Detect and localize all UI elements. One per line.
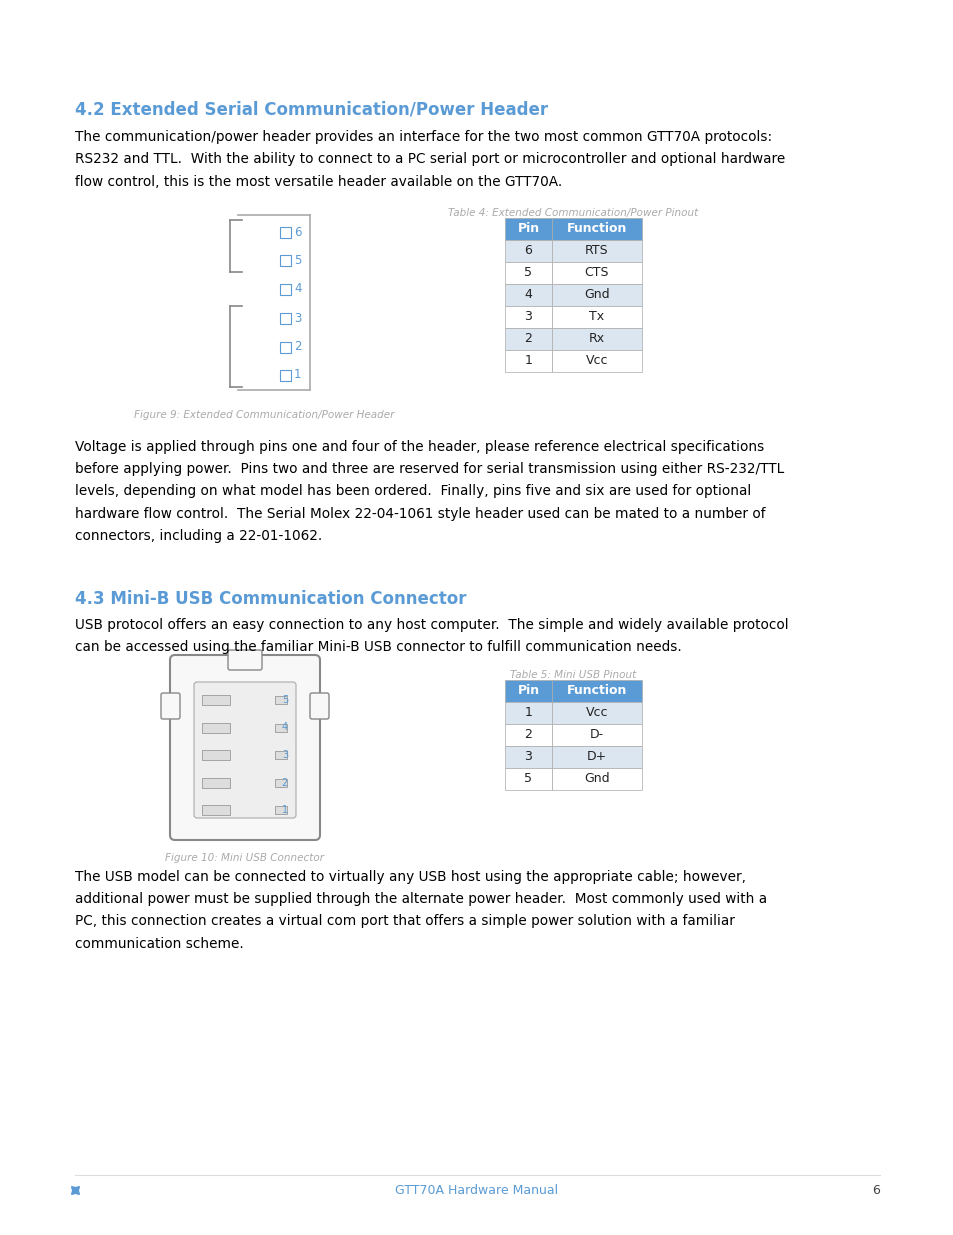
Text: Figure 10: Mini USB Connector: Figure 10: Mini USB Connector [165, 853, 324, 863]
Bar [202, 750, 230, 760]
Text: 2: 2 [281, 778, 288, 788]
Bar [504, 262, 552, 284]
Text: Voltage is applied through pins one and four of the header, please reference ele: Voltage is applied through pins one and … [75, 440, 783, 543]
Text: D-: D- [589, 729, 603, 741]
Text: 3: 3 [524, 751, 532, 763]
Bar [504, 350, 552, 372]
Bar [504, 680, 552, 701]
Text: 4: 4 [281, 722, 288, 732]
Bar [202, 695, 230, 705]
Bar [552, 768, 641, 790]
Bar [274, 778, 287, 787]
Text: Table 4: Extended Communication/Power Pinout: Table 4: Extended Communication/Power Pi… [448, 207, 698, 219]
Bar [280, 284, 291, 294]
Bar [280, 342, 291, 352]
Text: 6: 6 [871, 1183, 879, 1197]
Text: 1: 1 [524, 354, 532, 368]
FancyBboxPatch shape [228, 650, 262, 671]
Text: GTT70A Hardware Manual: GTT70A Hardware Manual [395, 1183, 558, 1197]
Text: Table 5: Mini USB Pinout: Table 5: Mini USB Pinout [510, 671, 636, 680]
Text: Pin: Pin [517, 222, 539, 236]
Bar [202, 722, 230, 732]
Bar [504, 329, 552, 350]
Text: Gnd: Gnd [583, 289, 609, 301]
Bar [504, 724, 552, 746]
Text: CTS: CTS [584, 267, 609, 279]
Bar [552, 746, 641, 768]
Text: Vcc: Vcc [585, 354, 608, 368]
Text: D+: D+ [586, 751, 606, 763]
Bar [552, 240, 641, 262]
Text: 2: 2 [294, 341, 301, 353]
Bar [552, 329, 641, 350]
Bar [552, 350, 641, 372]
Bar [552, 701, 641, 724]
Text: Rx: Rx [588, 332, 604, 346]
Text: Tx: Tx [589, 310, 604, 324]
Bar [552, 219, 641, 240]
Text: USB protocol offers an easy connection to any host computer.  The simple and wid: USB protocol offers an easy connection t… [75, 618, 788, 655]
Text: 4: 4 [524, 289, 532, 301]
Bar [280, 312, 291, 324]
Bar [280, 254, 291, 266]
Text: 4: 4 [294, 283, 301, 295]
Text: Function: Function [566, 222, 626, 236]
Bar [552, 262, 641, 284]
Bar [504, 240, 552, 262]
Text: Pin: Pin [517, 684, 539, 698]
FancyBboxPatch shape [170, 655, 319, 840]
Bar [504, 746, 552, 768]
Text: Vcc: Vcc [585, 706, 608, 720]
Text: 2: 2 [524, 332, 532, 346]
Text: RTS: RTS [584, 245, 608, 258]
FancyBboxPatch shape [193, 682, 295, 818]
Bar [274, 806, 287, 814]
Text: 1: 1 [524, 706, 532, 720]
Bar [202, 805, 230, 815]
Text: 6: 6 [524, 245, 532, 258]
Text: 5: 5 [294, 253, 301, 267]
Text: 4.3 Mini-B USB Communication Connector: 4.3 Mini-B USB Communication Connector [75, 590, 466, 608]
Text: 1: 1 [294, 368, 301, 382]
Bar [274, 751, 287, 760]
Bar [280, 369, 291, 380]
FancyBboxPatch shape [310, 693, 329, 719]
Bar [504, 284, 552, 306]
Text: Function: Function [566, 684, 626, 698]
Text: Gnd: Gnd [583, 773, 609, 785]
Bar [504, 768, 552, 790]
Text: The communication/power header provides an interface for the two most common GTT: The communication/power header provides … [75, 130, 784, 189]
Bar [274, 697, 287, 704]
Text: 1: 1 [281, 805, 288, 815]
Bar [552, 724, 641, 746]
Text: 5: 5 [524, 773, 532, 785]
Text: 3: 3 [294, 311, 301, 325]
Bar [202, 778, 230, 788]
Text: Figure 9: Extended Communication/Power Header: Figure 9: Extended Communication/Power H… [133, 410, 394, 420]
Bar [274, 724, 287, 731]
Bar [504, 219, 552, 240]
Text: 4.2 Extended Serial Communication/Power Header: 4.2 Extended Serial Communication/Power … [75, 100, 548, 119]
Text: The USB model can be connected to virtually any USB host using the appropriate c: The USB model can be connected to virtua… [75, 869, 766, 951]
Bar [552, 284, 641, 306]
FancyBboxPatch shape [161, 693, 180, 719]
Bar [552, 680, 641, 701]
Text: 3: 3 [524, 310, 532, 324]
Bar [552, 306, 641, 329]
Bar [504, 306, 552, 329]
Text: 5: 5 [524, 267, 532, 279]
Text: 3: 3 [281, 750, 288, 760]
Bar [280, 226, 291, 237]
Bar [504, 701, 552, 724]
Text: 2: 2 [524, 729, 532, 741]
Text: 6: 6 [294, 226, 301, 238]
Text: 5: 5 [281, 695, 288, 705]
